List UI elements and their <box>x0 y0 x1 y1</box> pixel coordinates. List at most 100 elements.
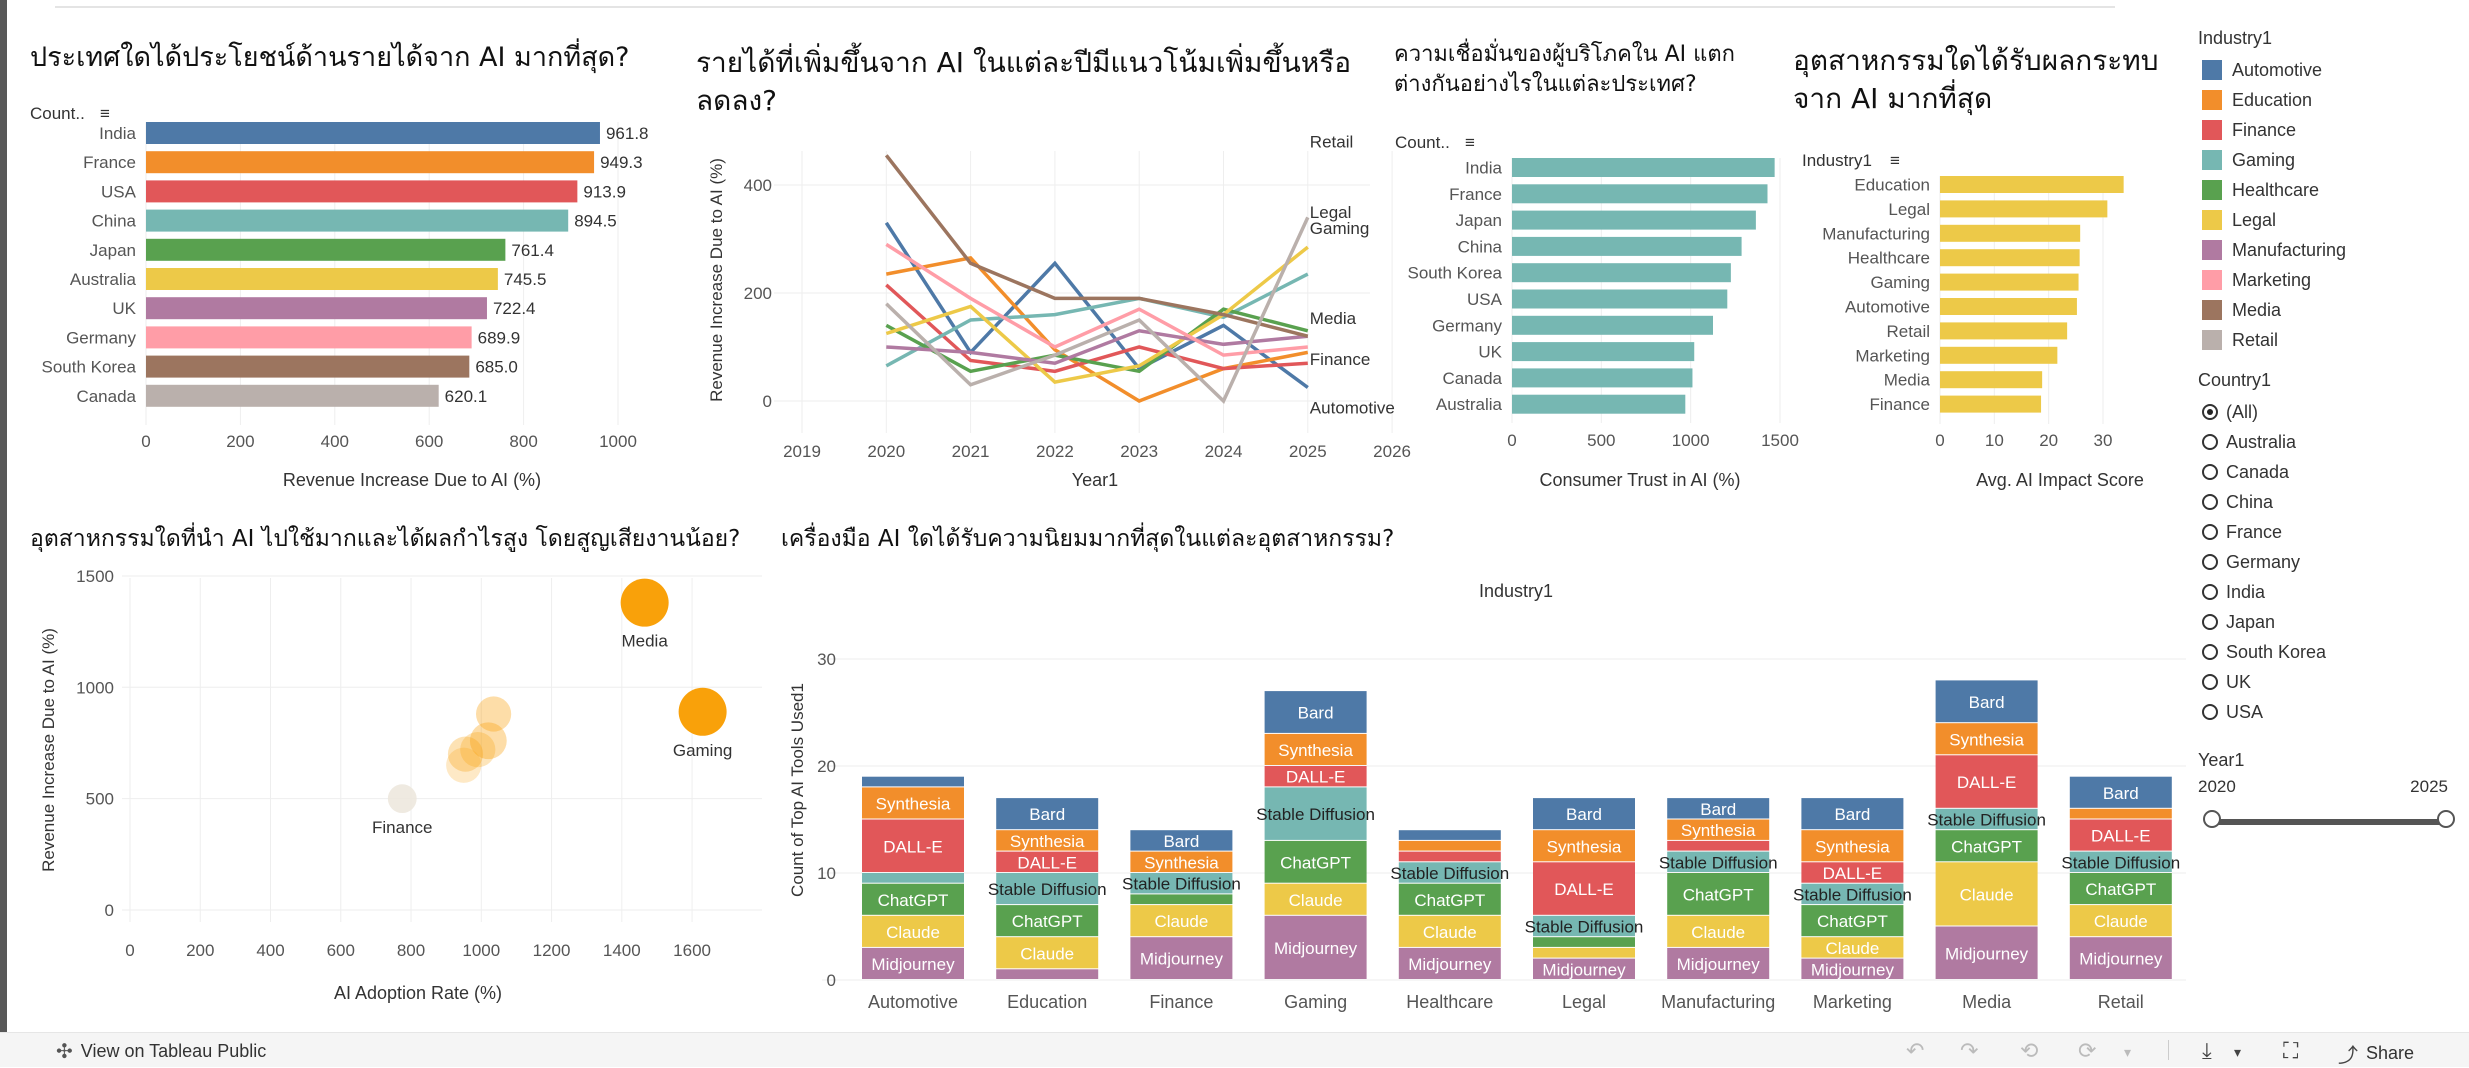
chart6-bar-segment[interactable] <box>862 947 964 979</box>
share-button[interactable]: ⤴ Share <box>2338 1039 2414 1068</box>
chart6-bar-segment[interactable] <box>1533 947 1635 958</box>
chart6-bar-segment[interactable] <box>996 905 1099 937</box>
chart6-bar-segment[interactable] <box>1667 851 1770 872</box>
chart6-bar-segment[interactable] <box>1264 733 1367 765</box>
legend-item[interactable]: Gaming <box>2198 145 2346 175</box>
chart6-bar-segment[interactable] <box>2069 905 2172 937</box>
chart6-bar-segment[interactable] <box>996 873 1099 905</box>
radio-button-icon[interactable] <box>2202 674 2218 690</box>
chart6-bar-segment[interactable] <box>996 969 1099 979</box>
country-filter-option[interactable]: UK <box>2198 667 2326 697</box>
chart6-bar-segment[interactable] <box>2069 808 2172 819</box>
chart6-bar-segment[interactable] <box>996 937 1099 969</box>
chart3-bar[interactable] <box>1512 184 1768 204</box>
chart6-bar-segment[interactable] <box>862 883 964 915</box>
chart1-bar[interactable] <box>146 326 472 349</box>
chart6-bar-segment[interactable] <box>1935 723 2038 755</box>
chart6-bar-segment[interactable] <box>1533 862 1635 915</box>
chart5-bubble[interactable] <box>447 736 484 772</box>
chart6-bar-segment[interactable] <box>1533 915 1635 937</box>
legend-item[interactable]: Automotive <box>2198 55 2346 85</box>
chart3-bar[interactable] <box>1512 236 1742 256</box>
chart6-bar-segment[interactable] <box>862 873 964 883</box>
sort-icon[interactable]: ≡ <box>100 104 110 123</box>
chart6-bar-segment[interactable] <box>1801 883 1904 905</box>
chart2-series-line[interactable] <box>885 216 1310 404</box>
legend-item[interactable]: Media <box>2198 295 2346 325</box>
chart4-bar[interactable] <box>1940 298 2077 315</box>
chart6-bar-segment[interactable] <box>2069 776 2172 808</box>
chart6-bar-segment[interactable] <box>1801 958 1904 979</box>
fullscreen-icon[interactable]: ⛶ <box>2283 1038 2299 1063</box>
chart2-series-line[interactable] <box>884 221 1309 389</box>
chart1-bar[interactable] <box>146 151 595 174</box>
chart6-bar-segment[interactable] <box>1398 915 1501 947</box>
country-filter-option[interactable]: Canada <box>2198 457 2326 487</box>
chart6-bar-segment[interactable] <box>2069 873 2172 905</box>
chart6-bar-segment[interactable] <box>996 830 1099 851</box>
chart6-bar-segment[interactable] <box>1533 958 1635 979</box>
chart6-bar-segment[interactable] <box>1264 883 1367 915</box>
chart6-bar-segment[interactable] <box>1935 680 2038 723</box>
chart6-bar-segment[interactable] <box>2069 819 2172 851</box>
chart2-series-line[interactable] <box>885 242 1308 357</box>
chart1-bar[interactable] <box>146 268 498 290</box>
chart6-bar-segment[interactable] <box>1398 851 1501 862</box>
chart6-bar-segment[interactable] <box>862 819 964 873</box>
chart5-bubble[interactable] <box>678 687 727 736</box>
chart4-bar[interactable] <box>1940 273 2079 291</box>
chart5-bubble[interactable] <box>387 784 417 814</box>
chart6-bar-segment[interactable] <box>1398 883 1501 915</box>
country-filter-option[interactable]: South Korea <box>2198 637 2326 667</box>
chart6-bar-segment[interactable] <box>1398 830 1501 840</box>
chart3-bar[interactable] <box>1512 289 1728 309</box>
legend-item[interactable]: Finance <box>2198 115 2346 145</box>
legend-item[interactable]: Marketing <box>2198 265 2346 295</box>
chart3-bar[interactable] <box>1512 158 1775 177</box>
year-slider-max-handle[interactable] <box>2437 810 2455 828</box>
chart5-bubble[interactable] <box>469 722 507 760</box>
chart6-bar-segment[interactable] <box>1801 937 1904 958</box>
chart2-series-line[interactable] <box>885 307 1309 374</box>
chart6-bar-segment[interactable] <box>1935 862 2038 926</box>
chart6-bar-segment[interactable] <box>1264 691 1367 733</box>
legend-item[interactable]: Healthcare <box>2198 175 2346 205</box>
chart6-bar-segment[interactable] <box>1130 937 1233 979</box>
chart4-sort-label[interactable]: Industry1 <box>1802 151 1872 170</box>
chart1-bar[interactable] <box>146 297 487 320</box>
chart3-bar[interactable] <box>1512 210 1756 230</box>
chart5-bubble[interactable] <box>446 747 482 783</box>
chart5-bubble[interactable] <box>460 732 496 768</box>
legend-item[interactable]: Manufacturing <box>2198 235 2346 265</box>
chart2-series-line[interactable] <box>884 154 1309 338</box>
chart6-bar-segment[interactable] <box>1130 905 1233 937</box>
chart3-sort-label[interactable]: Count.. <box>1395 133 1450 152</box>
chart1-bar[interactable] <box>146 355 470 378</box>
country-filter-option[interactable]: France <box>2198 517 2326 547</box>
radio-button-icon[interactable] <box>2202 584 2218 600</box>
chart6-bar-segment[interactable] <box>1667 840 1770 851</box>
chart6-bar-segment[interactable] <box>1264 766 1367 787</box>
chart4-bar[interactable] <box>1940 200 2108 218</box>
chart6-bar-segment[interactable] <box>996 851 1099 872</box>
chart6-bar-segment[interactable] <box>1935 755 2038 808</box>
chart6-bar-segment[interactable] <box>1130 851 1233 872</box>
year-slider-track[interactable] <box>2212 819 2448 825</box>
radio-button-icon[interactable] <box>2202 434 2218 450</box>
chart1-bar[interactable] <box>146 122 600 144</box>
chart6-bar-segment[interactable] <box>862 776 964 787</box>
radio-button-icon[interactable] <box>2202 494 2218 510</box>
chart6-bar-segment[interactable] <box>1667 798 1770 819</box>
chart6-bar-segment[interactable] <box>1264 915 1367 979</box>
chart6-bar-segment[interactable] <box>1935 808 2038 830</box>
chart5-bubble[interactable] <box>620 578 669 627</box>
year-slider-min-handle[interactable] <box>2203 810 2221 828</box>
country-filter-option[interactable]: Australia <box>2198 427 2326 457</box>
legend-item[interactable]: Retail <box>2198 325 2346 355</box>
chart6-bar-segment[interactable] <box>1667 873 1770 915</box>
chart6-bar-segment[interactable] <box>1264 787 1367 840</box>
country-filter-option[interactable]: USA <box>2198 697 2326 727</box>
chart1-bar[interactable] <box>146 238 506 261</box>
country-filter-option[interactable]: India <box>2198 577 2326 607</box>
chart6-bar-segment[interactable] <box>1533 798 1635 830</box>
